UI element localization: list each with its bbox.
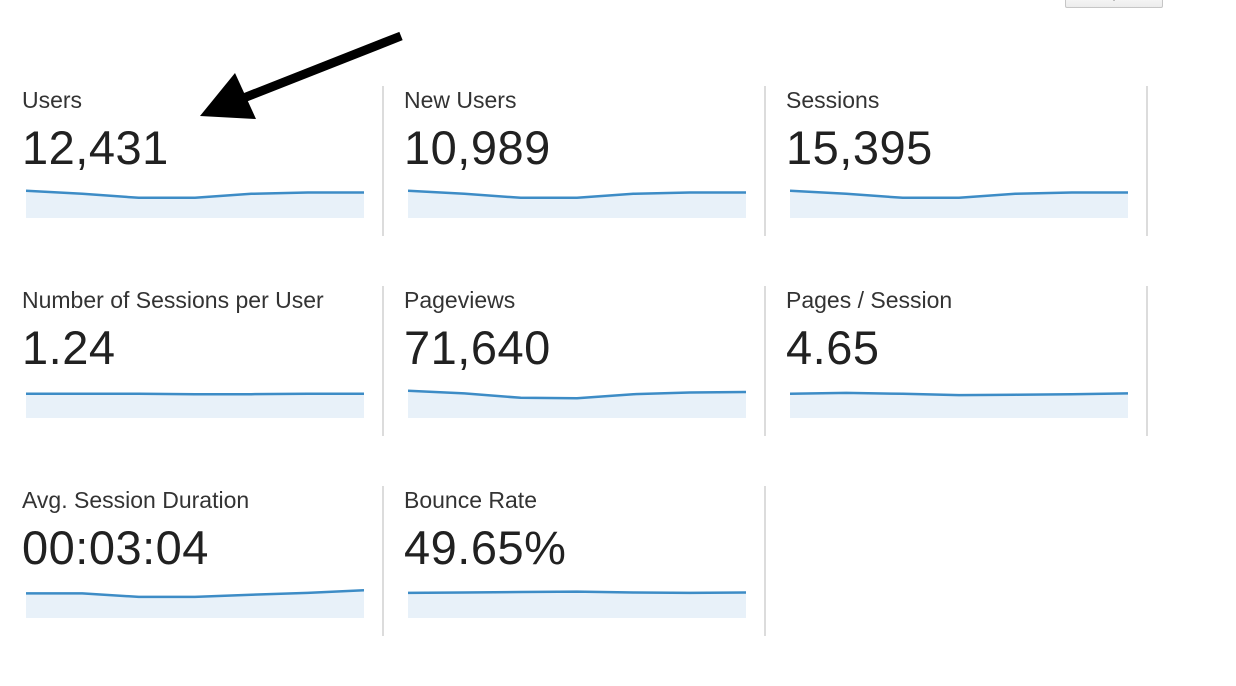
metric-card-new-users[interactable]: New Users 10,989	[382, 0, 764, 218]
sparkline	[26, 589, 364, 618]
metric-value: 10,989	[404, 121, 551, 174]
sparkline	[408, 389, 746, 418]
metric-label: Pageviews	[404, 287, 516, 313]
sparkline-area	[408, 390, 746, 418]
sparkline-line	[408, 189, 746, 200]
metric-card-users[interactable]: Users 12,431	[0, 0, 382, 218]
metric-card-pageviews[interactable]: Pageviews 71,640	[382, 200, 764, 418]
sparkline	[790, 189, 1128, 218]
column-divider	[382, 286, 384, 436]
sparkline-area	[26, 393, 364, 418]
sparkline	[26, 189, 364, 218]
sparkline-line	[408, 590, 746, 595]
column-divider	[764, 86, 766, 236]
sparkline-line	[26, 589, 364, 599]
sparkline-area	[408, 591, 746, 618]
metric-value: 4.65	[786, 321, 880, 374]
metric-value: 71,640	[404, 321, 551, 374]
metric-value: 1.24	[22, 321, 116, 374]
metric-card-sessions-per-user[interactable]: Number of Sessions per User 1.24	[0, 200, 382, 418]
metric-value: 00:03:04	[22, 521, 209, 574]
sparkline-line	[790, 391, 1128, 397]
sparkline-line	[408, 389, 746, 400]
metric-label: Pages / Session	[786, 287, 953, 313]
metric-value: 49.65%	[404, 521, 567, 574]
sparkline-area	[790, 190, 1128, 218]
sparkline	[408, 189, 746, 218]
metric-label: Sessions	[786, 87, 880, 113]
metric-value: 12,431	[22, 121, 169, 174]
column-divider	[382, 86, 384, 236]
sparkline-line	[26, 189, 364, 200]
metric-label: Avg. Session Duration	[22, 487, 250, 513]
sparkline-area	[408, 190, 746, 218]
sparkline-area	[26, 190, 364, 218]
sparkline-area	[26, 590, 364, 618]
annotation-arrow-icon	[200, 31, 403, 119]
metric-label: Users	[22, 87, 83, 113]
metric-card-sessions[interactable]: Sessions 15,395	[764, 0, 1146, 218]
sparkline-area	[790, 392, 1128, 418]
sparkline	[790, 391, 1128, 418]
metric-label: Number of Sessions per User	[22, 287, 324, 313]
column-divider	[1146, 86, 1148, 236]
column-divider	[1146, 286, 1148, 436]
chevron-down-icon	[1110, 0, 1118, 1]
options-dropdown-button[interactable]	[1065, 0, 1163, 8]
metric-card-pages-per-session[interactable]: Pages / Session 4.65	[764, 200, 1146, 418]
metric-card-bounce-rate[interactable]: Bounce Rate 49.65%	[382, 400, 764, 618]
sparkline	[26, 392, 364, 418]
metric-label: New Users	[404, 87, 517, 113]
sparkline	[408, 590, 746, 618]
column-divider	[382, 486, 384, 636]
sparkline-line	[790, 189, 1128, 200]
metric-label: Bounce Rate	[404, 487, 537, 513]
metric-value: 15,395	[786, 121, 933, 174]
column-divider	[764, 486, 766, 636]
column-divider	[764, 286, 766, 436]
metric-card-avg-session-duration[interactable]: Avg. Session Duration 00:03:04	[0, 400, 382, 618]
